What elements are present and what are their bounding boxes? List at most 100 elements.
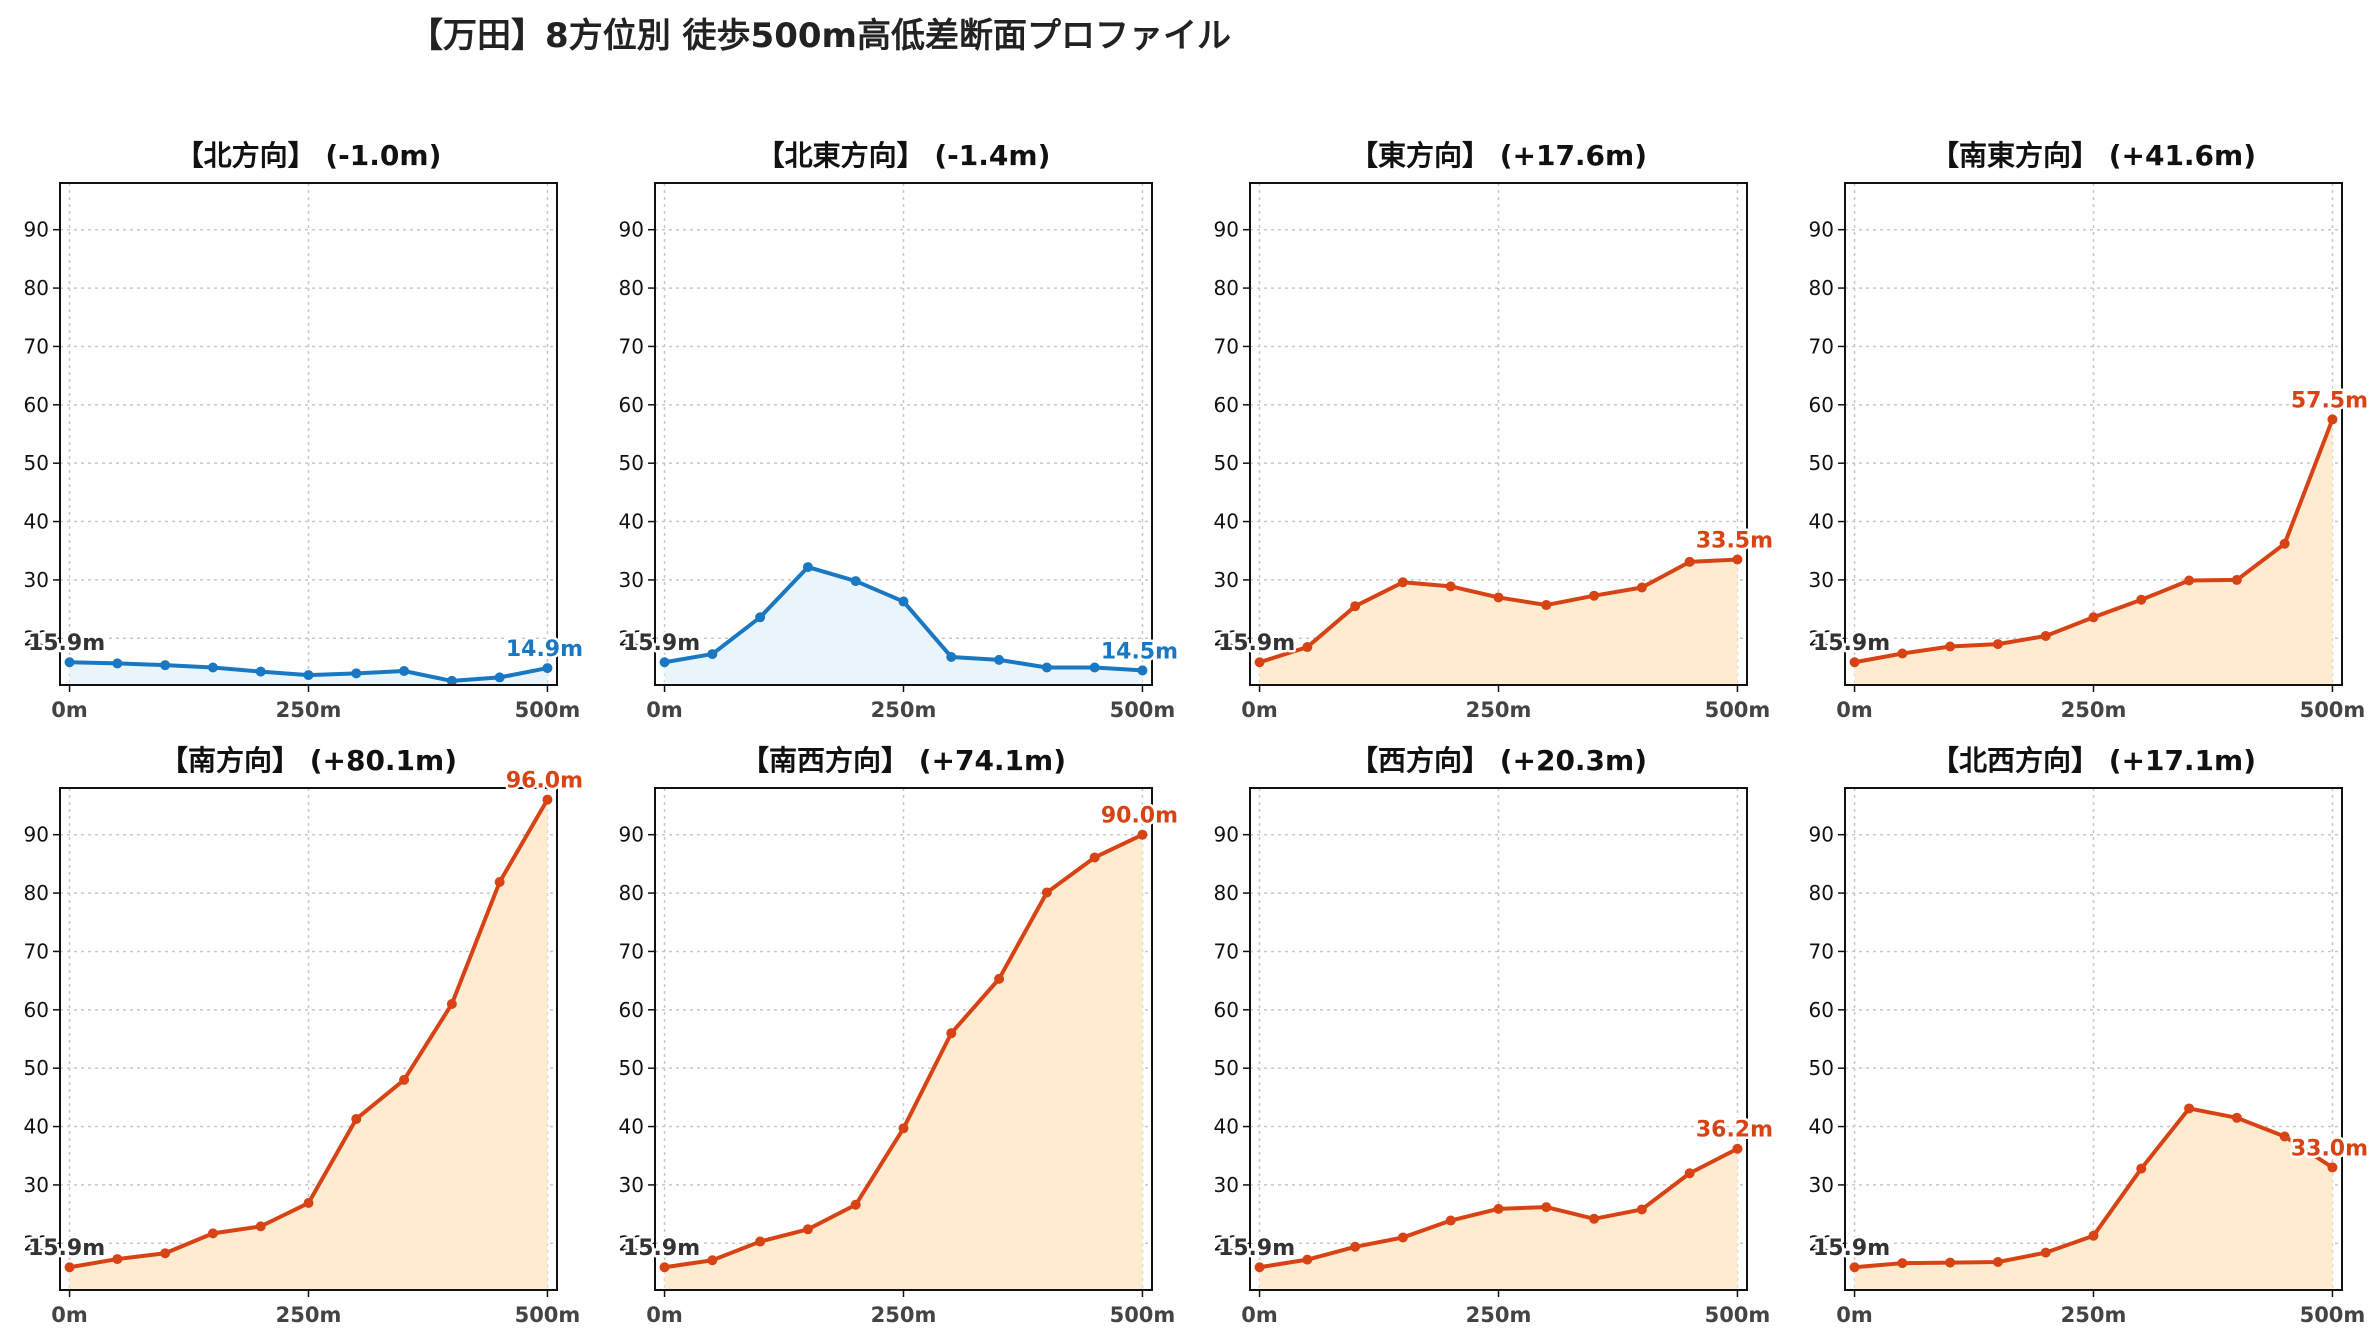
data-point [2327,1162,2338,1173]
y-tick-label: 80 [1214,881,1239,905]
end-elevation-label: 90.0m [1101,804,1178,829]
data-point [1089,852,1100,863]
data-point [1445,1215,1456,1226]
subplot-6: 【西方向】 (+20.3m) 20 30 40 50 60 70 80 90 0m 250m 500m… [1214,744,1776,1327]
x-tick-label: 250m [871,1303,937,1327]
y-tick-label: 20 [1214,626,1239,650]
y-tick-label: 90 [1214,823,1239,847]
x-tick-label: 500m [515,698,581,722]
y-tick-label: 70 [619,939,644,963]
subplot-4: 【南方向】 (+80.1m) 20 30 40 50 60 70 80 90 0m 250m 500m… [24,744,586,1327]
x-tick-label: 500m [515,1303,581,1327]
subplot-2: 【東方向】 (+17.6m) 20 30 40 50 60 70 80 90 0m 250m 500m… [1214,139,1776,722]
data-point [1541,600,1552,611]
data-point [1732,1143,1743,1154]
x-tick-label: 250m [276,1303,342,1327]
data-point [850,576,861,587]
y-tick-label: 20 [619,626,644,650]
y-tick-label: 60 [619,393,644,417]
y-tick-label: 90 [24,218,49,242]
series-area [69,799,548,1290]
data-point [1089,662,1100,673]
data-point [351,1113,362,1124]
data-point [446,675,457,686]
data-point [1684,1168,1695,1179]
data-point [1493,1203,1504,1214]
data-point [2040,1247,2051,1258]
data-point [1493,592,1504,603]
data-point [160,1248,171,1259]
y-tick-label: 90 [619,218,644,242]
y-tick-label: 90 [1809,823,1834,847]
subplot-7: 【北西方向】 (+17.1m) 20 30 40 50 60 70 80 90 0m 250m 500… [1809,744,2371,1327]
figure-title: 【万田】8方位別 徒歩500m高低差断面プロファイル [409,16,1231,56]
y-tick-label: 90 [1809,218,1834,242]
y-tick-label: 30 [24,568,49,592]
data-point [755,1236,766,1247]
data-point [850,1199,861,1210]
y-tick-label: 80 [1809,881,1834,905]
x-tick-label: 250m [2061,1303,2127,1327]
data-point [2136,1163,2147,1174]
x-tick-label: 0m [1241,698,1278,722]
end-elevation-label: 14.5m [1101,639,1178,664]
subplot-title: 【南東方向】 (+41.6m) [1931,139,2256,172]
y-tick-label: 60 [24,998,49,1022]
x-tick-label: 0m [1836,698,1873,722]
y-tick-label: 50 [619,451,644,475]
x-tick-label: 0m [646,698,683,722]
y-tick-label: 60 [1214,998,1239,1022]
y-tick-label: 50 [24,451,49,475]
data-point [1397,577,1408,588]
start-elevation-label: 15.9m [1813,1236,1890,1261]
y-tick-label: 90 [619,823,644,847]
data-point [64,1262,75,1273]
data-point [112,1254,123,1265]
y-tick-label: 20 [1214,1231,1239,1255]
x-tick-label: 250m [1466,698,1532,722]
y-tick-label: 40 [1214,510,1239,534]
data-point [446,998,457,1009]
start-elevation-label: 15.9m [28,1236,105,1261]
x-tick-label: 500m [1705,698,1771,722]
y-tick-label: 60 [24,393,49,417]
data-point [1589,590,1600,601]
x-tick-label: 500m [1705,1303,1771,1327]
subplot-title: 【南方向】 (+80.1m) [160,744,457,777]
y-tick-label: 20 [619,1231,644,1255]
x-tick-label: 250m [2061,698,2127,722]
data-point [1350,1241,1361,1252]
start-elevation-label: 15.9m [28,631,105,656]
y-tick-label: 60 [1809,393,1834,417]
y-tick-label: 70 [1809,334,1834,358]
y-tick-label: 30 [619,1173,644,1197]
data-point [2327,414,2338,425]
y-tick-label: 70 [619,334,644,358]
y-tick-label: 50 [1809,451,1834,475]
data-point [1397,1232,1408,1243]
data-point [1849,657,1860,668]
data-point [1897,1258,1908,1269]
data-point [1589,1213,1600,1224]
y-tick-label: 40 [24,510,49,534]
plot-frame [59,182,558,686]
series-area [1259,1148,1738,1290]
data-point [659,1262,670,1273]
subplot-3: 【南東方向】 (+41.6m) 20 30 40 50 60 70 80 90 0m 250m 500… [1809,139,2371,722]
x-tick-label: 500m [1110,1303,1176,1327]
y-tick-label: 60 [1214,393,1239,417]
data-point [399,665,410,676]
data-point [542,794,553,805]
data-point [755,612,766,623]
x-tick-label: 250m [871,698,937,722]
data-point [1137,829,1148,840]
y-tick-label: 30 [1214,1173,1239,1197]
y-tick-label: 20 [24,626,49,650]
data-point [1254,1262,1265,1273]
x-tick-label: 0m [646,1303,683,1327]
data-point [946,1028,957,1039]
y-tick-label: 50 [24,1056,49,1080]
data-point [64,657,75,668]
